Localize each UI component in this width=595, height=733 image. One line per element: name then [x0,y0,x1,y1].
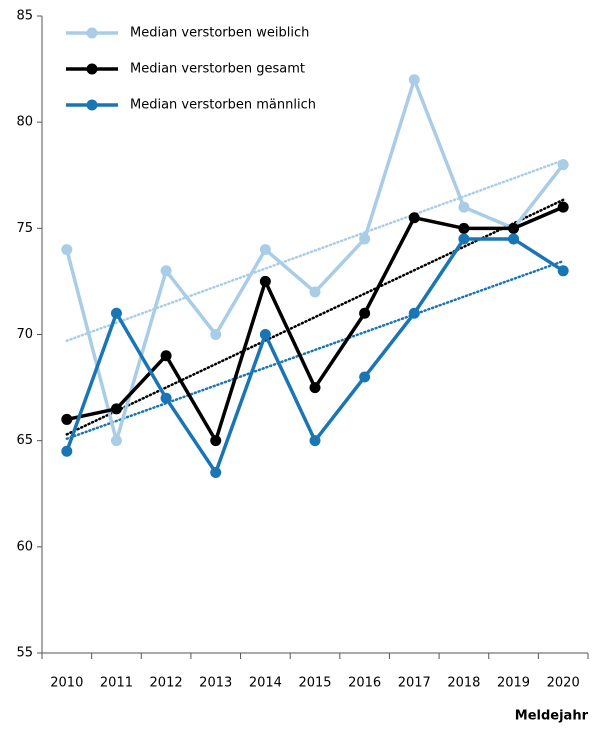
data-point [359,371,371,383]
data-point [508,222,520,234]
data-point [508,233,520,245]
data-point [61,413,73,425]
legend-label: Median verstorben weiblich [130,26,309,41]
data-point [309,435,321,447]
series-line [66,205,564,443]
trend-line [65,259,565,440]
x-tick-label: 2020 [547,676,580,691]
data-point [458,233,470,245]
y-tick-label: 85 [16,9,33,24]
data-point [408,307,420,319]
x-tick-label: 2012 [150,676,183,691]
legend-marker [86,27,98,39]
data-point [110,403,122,415]
x-tick-label: 2017 [398,676,431,691]
x-tick-label: 2015 [298,676,331,691]
data-point [408,212,420,224]
y-tick-label: 60 [16,539,33,554]
legend-label: Median verstorben gesamt [130,62,305,77]
data-point [359,233,371,245]
data-point [458,222,470,234]
data-point [61,445,73,457]
data-point [309,286,321,298]
x-tick-label: 2014 [249,676,282,691]
data-point [259,329,271,340]
data-point [557,201,569,213]
trend-line [65,198,565,436]
data-point [61,244,73,256]
legend-marker [86,63,98,75]
y-tick-label: 80 [16,115,33,130]
data-point [259,244,271,256]
data-point [557,265,569,277]
x-tick-label: 2019 [497,676,530,691]
y-tick-label: 55 [16,646,33,661]
x-tick-label: 2010 [50,676,83,691]
y-tick-label: 65 [16,433,33,448]
data-point [408,74,420,86]
data-point [458,201,470,213]
data-point [359,307,371,319]
data-point [110,435,122,447]
x-axis-label: Meldejahr [515,709,589,724]
x-tick-label: 2013 [199,676,232,691]
data-point [309,382,321,394]
data-point [210,329,222,340]
data-point [210,435,222,447]
data-point [210,467,222,479]
x-tick-label: 2016 [348,676,381,691]
y-tick-label: 75 [16,221,33,236]
data-point [160,265,172,277]
data-point [160,350,172,362]
data-point [110,307,122,319]
data-point [259,275,271,287]
data-point [160,392,172,404]
legend-label: Median verstorben männlich [130,98,316,113]
data-point [557,159,569,171]
x-tick-label: 2018 [447,676,480,691]
y-tick-label: 70 [16,327,33,342]
trend-line [65,159,565,343]
x-tick-label: 2011 [100,676,133,691]
legend-marker [86,99,98,111]
